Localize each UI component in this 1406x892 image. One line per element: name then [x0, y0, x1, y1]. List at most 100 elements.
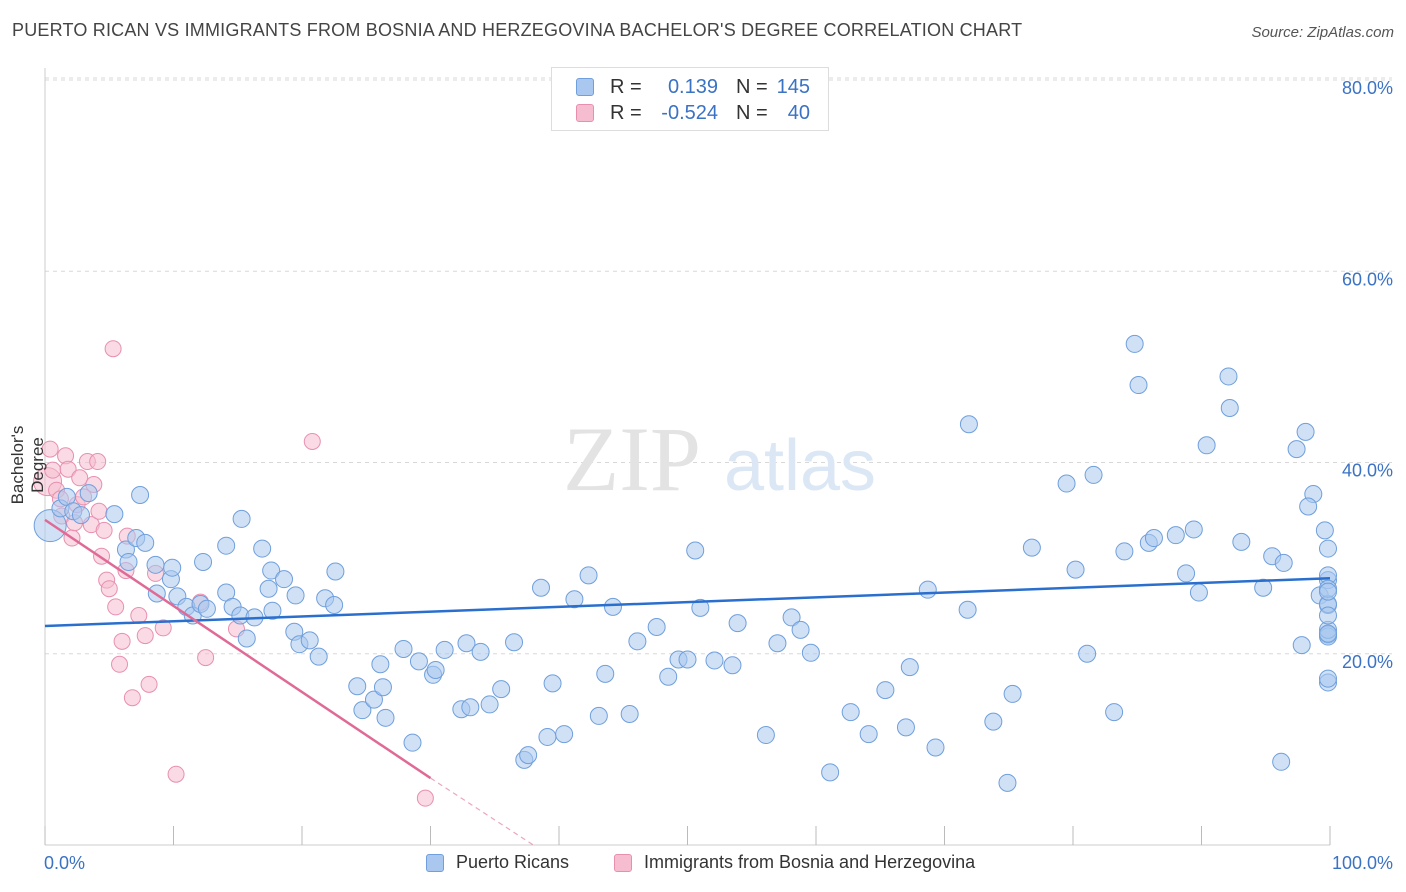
bosnia-point: [59, 460, 77, 478]
puerto-rican-point: [232, 509, 251, 528]
puerto-rican-trend-line: [44, 576, 1331, 628]
bosnia-point: [89, 453, 107, 471]
puerto-rican-point: [1319, 539, 1337, 558]
puerto-rican-point: [435, 640, 454, 659]
puerto-rican-point: [1125, 334, 1144, 353]
puerto-rican-point: [1105, 703, 1124, 722]
puerto-rican-point: [237, 629, 256, 648]
bosnia-point: [140, 675, 158, 693]
puerto-rican-point: [348, 677, 367, 696]
puerto-rican-point: [589, 706, 608, 725]
puerto-rican-point: [1066, 560, 1085, 579]
puerto-rican-point: [33, 509, 67, 543]
puerto-rican-point: [461, 698, 480, 717]
y-tick-label: 40.0%: [1342, 461, 1393, 481]
bosnia-point: [90, 502, 108, 520]
puerto-rican-point: [1319, 624, 1337, 643]
puerto-rican-point: [603, 597, 622, 616]
puerto-rican-point: [1115, 542, 1134, 561]
puerto-rican-point: [543, 674, 562, 693]
puerto-rican-point: [1189, 583, 1208, 602]
puerto-rican-point: [678, 650, 697, 669]
watermark-zip: ZIP: [563, 408, 701, 510]
puerto-rican-point: [1272, 752, 1291, 771]
bosnia-point: [167, 765, 185, 783]
puerto-rican-point: [259, 579, 278, 598]
puerto-rican-point: [1232, 532, 1251, 551]
y-axis-label: Bachelor's Degree: [8, 425, 47, 505]
puerto-rican-point: [1078, 644, 1097, 663]
watermark: ZIP atlas: [563, 408, 876, 510]
puerto-rican-point: [1315, 521, 1334, 540]
correlation-legend: R = 0.139 N = 145 R = -0.524 N = 40: [551, 67, 829, 131]
puerto-rican-point: [782, 608, 801, 627]
puerto-rican-point: [1292, 636, 1311, 655]
puerto-rican-point: [841, 703, 860, 722]
puerto-rican-point: [1057, 474, 1076, 493]
puerto-rican-point: [471, 642, 490, 661]
legend-r-label: R =: [610, 101, 642, 124]
bosnia-point: [41, 440, 59, 458]
puerto-rican-point: [119, 552, 138, 571]
series-legend: Puerto Ricans Immigrants from Bosnia and…: [0, 852, 1406, 878]
puerto-rican-point: [756, 726, 775, 745]
tick-labels: 20.0% 40.0% 60.0% 80.0% 0.0% 100.0%: [44, 78, 1393, 873]
puerto-rican-point: [325, 595, 344, 614]
puerto-rican-point: [768, 634, 787, 653]
puerto-rican-point: [217, 536, 236, 555]
puerto-rican-point: [1319, 582, 1337, 601]
puerto-rican-point: [371, 655, 390, 674]
puerto-rican-point: [984, 712, 1003, 731]
puerto-rican-point: [492, 680, 511, 699]
puerto-rican-point: [376, 708, 395, 727]
puerto-rican-point: [532, 578, 551, 597]
legend-row-bosnia: R = -0.524 N = 40: [576, 100, 810, 126]
bosnia-point: [104, 340, 122, 358]
puerto-rican-point: [555, 725, 574, 744]
puerto-rican-point: [1296, 422, 1315, 441]
puerto-rican-point: [1197, 436, 1216, 455]
puerto-rican-point: [926, 738, 945, 757]
puerto-rican-point: [1274, 553, 1293, 572]
puerto-rican-point: [1177, 564, 1196, 583]
puerto-rican-point: [409, 652, 428, 671]
puerto-rican-point: [309, 647, 328, 666]
puerto-rican-point: [403, 733, 422, 752]
puerto-rican-point: [373, 678, 392, 697]
puerto-rican-point: [801, 643, 820, 662]
bosnia-point: [71, 469, 89, 487]
puerto-rican-point: [353, 701, 372, 720]
bosnia-point: [95, 521, 113, 539]
y-tick-label: 20.0%: [1342, 652, 1393, 672]
puerto-rican-point: [1022, 538, 1041, 557]
puerto-rican-points: [33, 334, 1337, 792]
puerto-rican-point: [579, 566, 598, 585]
puerto-rican-point: [691, 598, 710, 617]
chart-title: PUERTO RICAN VS IMMIGRANTS FROM BOSNIA A…: [12, 20, 1023, 40]
bosnia-point: [100, 580, 118, 598]
puerto-rican-point: [876, 681, 895, 700]
puerto-rican-point: [1220, 398, 1239, 417]
puerto-rican-point: [1319, 606, 1337, 625]
y-tick-label: 80.0%: [1342, 78, 1393, 98]
legend-r-value: -0.524: [661, 101, 718, 124]
bosnia-trend-extension: [430, 777, 534, 846]
puerto-rican-point: [1299, 497, 1318, 516]
puerto-rican-point: [1129, 376, 1148, 395]
bosnia-point: [123, 689, 141, 707]
puerto-rican-point: [647, 617, 666, 636]
puerto-rican-point: [275, 570, 294, 589]
puerto-rican-point: [457, 634, 476, 653]
puerto-rican-point: [131, 486, 150, 505]
trend-lines: [44, 518, 1331, 846]
bosnia-points: [33, 340, 434, 807]
legend-n-value: 145: [776, 75, 810, 98]
puerto-rican-point: [519, 746, 538, 765]
puerto-rican-point: [620, 704, 639, 723]
puerto-rican-point: [1319, 669, 1337, 688]
puerto-rican-point: [918, 580, 937, 599]
puerto-rican-point: [1287, 440, 1306, 459]
legend-swatch-blue: [576, 78, 594, 96]
puerto-rican-point: [1144, 529, 1163, 548]
